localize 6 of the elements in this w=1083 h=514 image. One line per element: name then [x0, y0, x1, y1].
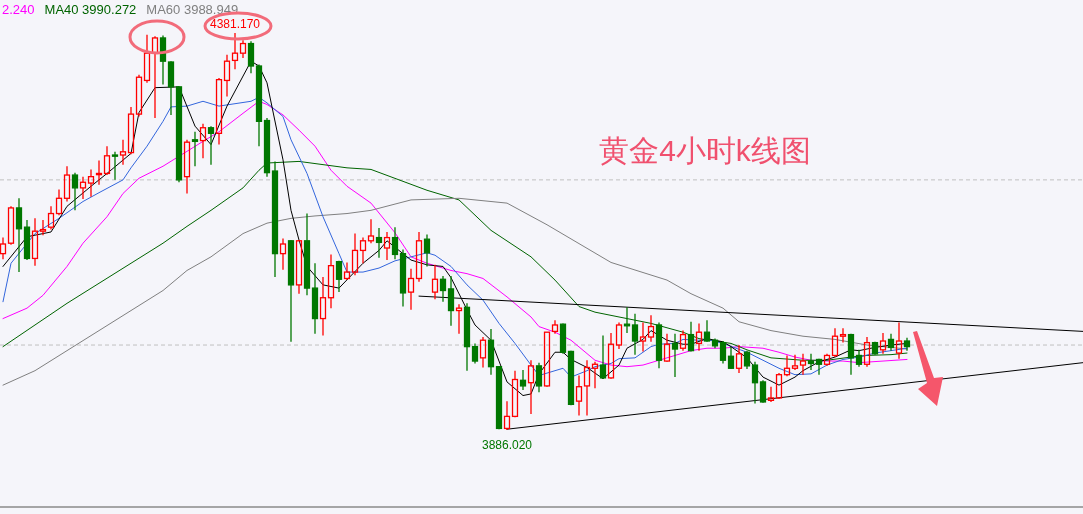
- text: 黄金4小时k线图: [599, 134, 811, 167]
- text: MA40 3990.272: [44, 2, 137, 17]
- annotation: 3886.020: [481, 438, 533, 452]
- annotation: 4381.170: [209, 17, 261, 31]
- text: MA60 3988.949: [146, 2, 239, 17]
- text: 2.240: [2, 2, 35, 17]
